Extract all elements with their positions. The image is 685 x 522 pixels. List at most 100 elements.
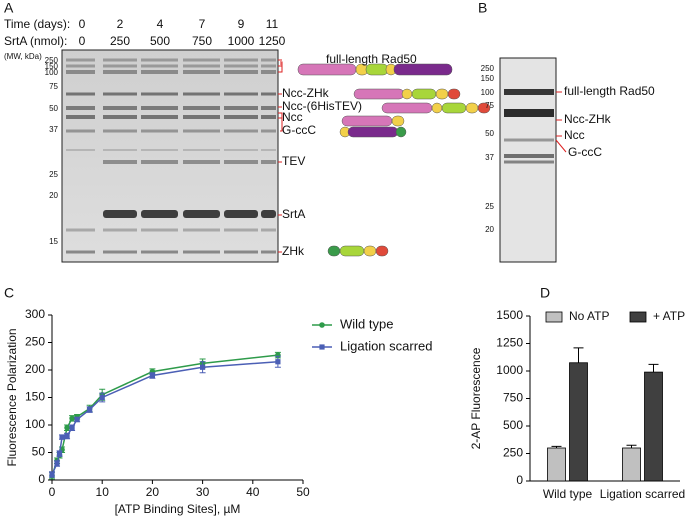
band-label: full-length Rad50: [326, 52, 417, 66]
marker-label: 50: [485, 129, 494, 138]
srta-label: 250: [110, 34, 130, 48]
marker-label: 25: [49, 170, 58, 179]
point: [149, 372, 155, 379]
y-tick-label: 500: [503, 418, 523, 432]
y-tick-label: 0: [38, 472, 45, 486]
marker-label: 250: [481, 64, 495, 73]
band: [504, 138, 554, 142]
marker-label: 20: [485, 225, 494, 234]
legend-swatch: [629, 311, 647, 323]
band: [103, 210, 137, 218]
band: [261, 64, 276, 68]
gel-b: [499, 57, 557, 263]
y-tick-label: 200: [25, 362, 45, 376]
point: [64, 424, 70, 431]
band: [141, 210, 178, 218]
marker-label: 150: [45, 62, 59, 71]
band: [66, 70, 95, 74]
band: [224, 228, 258, 232]
panel-letter: B: [478, 0, 487, 16]
band: [103, 160, 137, 164]
band: [141, 92, 178, 96]
band: [261, 149, 276, 151]
band: [183, 70, 220, 74]
time-label: 9: [238, 17, 245, 31]
y-tick-label: 50: [32, 445, 46, 459]
band: [224, 210, 258, 218]
srta-label: 0: [79, 34, 86, 48]
pointer: [555, 139, 567, 153]
y-tick-label: 100: [25, 417, 45, 431]
row-label: SrtA (nmol):: [4, 34, 67, 48]
band: [224, 160, 258, 164]
band-label: full-length Rad50: [564, 84, 655, 98]
band: [261, 160, 276, 164]
y-tick-label: 1000: [496, 363, 523, 377]
y-tick-label: 250: [25, 335, 45, 349]
band: [103, 58, 137, 62]
x-tick-label: 40: [246, 485, 260, 499]
marker-label: 150: [481, 74, 495, 83]
band: [261, 58, 276, 62]
band: [224, 64, 258, 68]
band: [141, 115, 178, 119]
row-label: Time (days):: [4, 17, 70, 31]
band: [261, 250, 276, 254]
band: [183, 149, 220, 151]
legend-marker: [319, 322, 325, 328]
band: [141, 129, 178, 133]
marker-label: 15: [49, 237, 58, 246]
srta-label: 1250: [259, 34, 286, 48]
y-tick-label: 750: [503, 391, 523, 405]
error-bar: [626, 444, 637, 448]
band: [66, 58, 95, 62]
y-tick-label: 150: [25, 390, 45, 404]
band: [103, 115, 137, 119]
y-axis-label: 2-AP Fluorescence: [469, 347, 483, 449]
x-tick-label: 30: [196, 485, 210, 499]
time-label: 4: [157, 17, 164, 31]
band: [141, 228, 178, 232]
time-label: 7: [199, 17, 206, 31]
band: [261, 115, 276, 119]
point: [54, 460, 60, 467]
series-line: [51, 361, 278, 475]
marker-label: 100: [481, 88, 495, 97]
band: [66, 129, 95, 133]
band: [183, 129, 220, 133]
bar: [622, 447, 641, 482]
x-tick-label: Wild type: [543, 487, 593, 501]
panel-letter: A: [4, 0, 14, 16]
band-label: Ncc: [282, 110, 303, 124]
band: [261, 92, 276, 96]
time-label: 11: [266, 17, 279, 31]
band: [224, 115, 258, 119]
x-tick-label: 0: [49, 485, 56, 499]
band: [66, 92, 95, 96]
band-label: G-ccC: [568, 145, 602, 159]
y-tick-label: 0: [516, 473, 523, 487]
band: [183, 250, 220, 254]
band: [66, 115, 95, 119]
band: [183, 115, 220, 119]
band: [261, 106, 276, 110]
band: [504, 154, 554, 158]
bar: [644, 371, 663, 482]
band: [261, 70, 276, 74]
band-label: ZHk: [282, 244, 305, 258]
x-tick-label: 20: [146, 485, 160, 499]
marker-label: 25: [485, 202, 494, 211]
point: [49, 471, 55, 478]
band: [183, 58, 220, 62]
band: [103, 250, 137, 254]
pointer: [278, 63, 283, 73]
marker-label: 250: [45, 56, 59, 65]
point: [87, 407, 93, 413]
time-label: 2: [117, 17, 124, 31]
band: [141, 106, 178, 110]
point: [200, 364, 206, 370]
point: [64, 433, 70, 439]
band: [261, 228, 276, 232]
y-axis-label: Fluorescence Polarization: [5, 328, 19, 466]
